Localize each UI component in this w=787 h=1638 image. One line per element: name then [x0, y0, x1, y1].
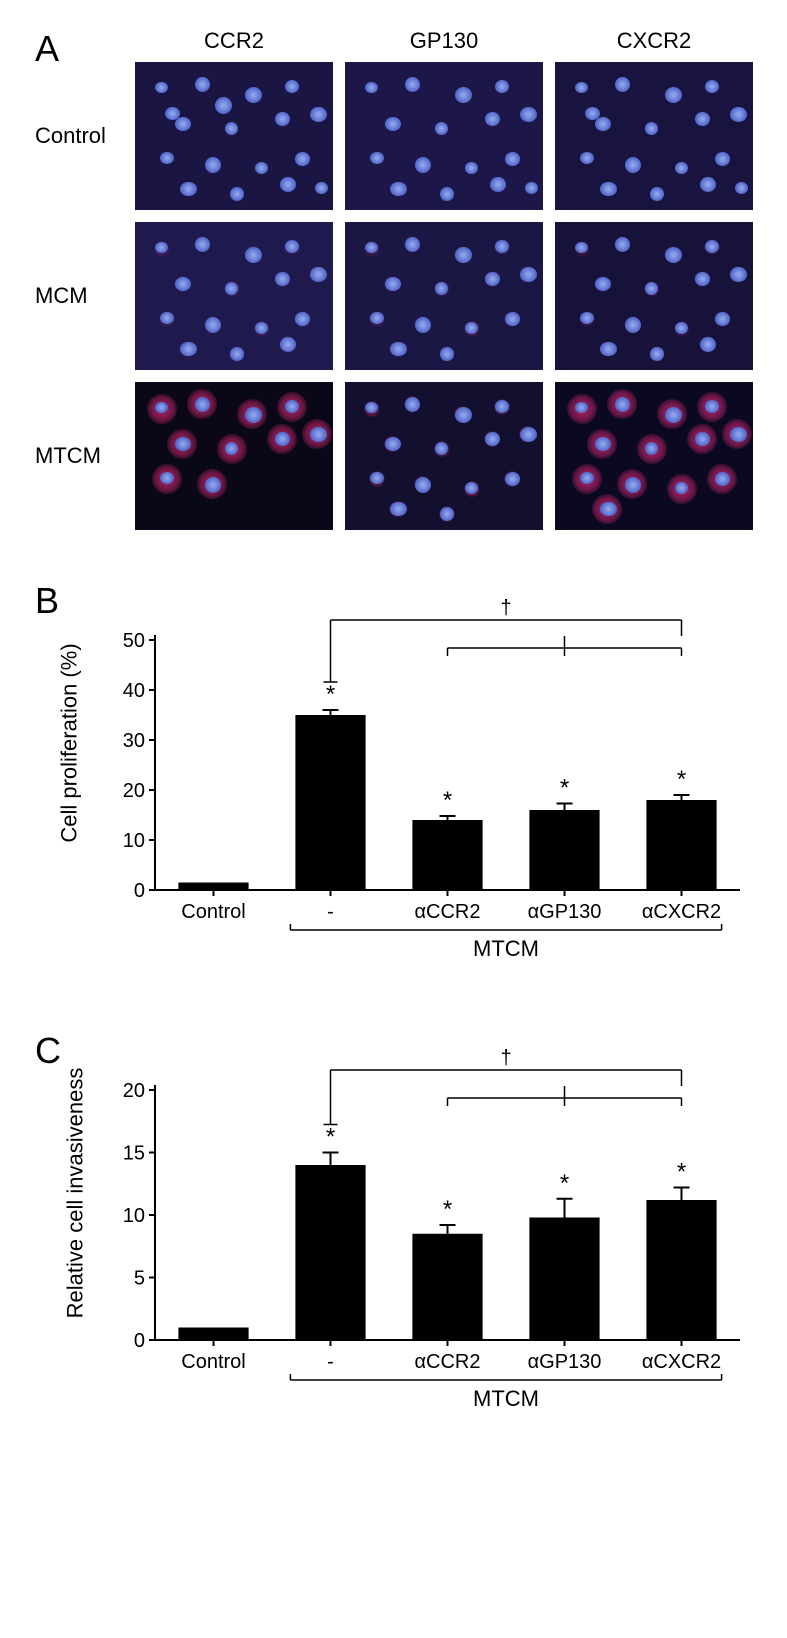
micrograph-image — [345, 382, 543, 530]
panel-b: B Cell proliferation (%) 0 10 20 30 40 50 Cont… — [20, 580, 767, 980]
panel-c-label: C — [35, 1030, 61, 1072]
panel-a: A CCR2 GP130 CXCR2 ControlMCMMTCM — [20, 28, 767, 530]
y-tick-label: 10 — [123, 830, 145, 852]
panel-b-label: B — [35, 580, 59, 622]
significance-star: * — [677, 766, 686, 793]
significance-star: * — [560, 1170, 569, 1197]
bar — [178, 883, 248, 891]
y-tick-label: 50 — [123, 630, 145, 652]
bar — [412, 1234, 482, 1340]
y-axis-label: Cell proliferation (%) — [57, 643, 83, 842]
significance-star: * — [326, 681, 335, 708]
x-tick-label: αCXCR2 — [642, 901, 721, 923]
x-tick-label: - — [327, 901, 334, 923]
micrograph-grid: CCR2 GP130 CXCR2 ControlMCMMTCM — [135, 28, 767, 530]
row-label: MTCM — [35, 443, 135, 469]
bar — [529, 810, 599, 890]
bar — [646, 1200, 716, 1340]
bar — [412, 820, 482, 890]
chart-c: 0 5 10 15 20 Control - * αCCR2 * αGP130 * αCXCR2 * MTC… — [100, 1030, 760, 1430]
col-header: CXCR2 — [555, 28, 753, 54]
bar — [646, 800, 716, 890]
y-tick-label: 20 — [123, 780, 145, 802]
bar — [529, 1218, 599, 1341]
x-tick-label: αCCR2 — [414, 1351, 480, 1373]
col-header: CCR2 — [135, 28, 333, 54]
x-tick-label: αCXCR2 — [642, 1351, 721, 1373]
y-tick-label: 10 — [123, 1205, 145, 1227]
significance-star: * — [560, 775, 569, 802]
x-tick-label: - — [327, 1351, 334, 1373]
significance-dagger: † — [500, 597, 511, 619]
y-tick-label: 30 — [123, 730, 145, 752]
significance-dagger: † — [500, 1047, 511, 1069]
significance-star: * — [677, 1159, 686, 1186]
row-label: MCM — [35, 283, 135, 309]
panel-a-label: A — [35, 28, 59, 70]
micrograph-image — [555, 222, 753, 370]
y-tick-label: 40 — [123, 680, 145, 702]
y-axis-label: Relative cell invasiveness — [62, 1068, 88, 1319]
significance-star: * — [443, 787, 452, 814]
micrograph-image — [135, 382, 333, 530]
y-tick-label: 5 — [134, 1268, 145, 1290]
y-tick-label: 15 — [123, 1143, 145, 1165]
micrograph-row: MTCM — [135, 382, 767, 530]
x-tick-label: αCCR2 — [414, 901, 480, 923]
x-tick-label: Control — [181, 1351, 245, 1373]
row-label: Control — [35, 123, 135, 149]
col-header: GP130 — [345, 28, 543, 54]
chart-c-wrap: Relative cell invasiveness 05101520Contr… — [100, 1030, 767, 1430]
x-tick-label: αGP130 — [528, 1351, 602, 1373]
x-tick-label: Control — [181, 901, 245, 923]
group-label: MTCM — [473, 936, 539, 961]
micrograph-image — [135, 222, 333, 370]
chart-b: 0 10 20 30 40 50 Control - * αCCR2 * αGP130 * αCXCR2 *… — [100, 580, 760, 980]
micrograph-image — [135, 62, 333, 210]
panel-c: C Relative cell invasiveness 0 5 10 15 20 Con… — [20, 1030, 767, 1430]
bar — [178, 1328, 248, 1341]
micrograph-image — [345, 62, 543, 210]
micrograph-image — [555, 382, 753, 530]
significance-star: * — [326, 1124, 335, 1151]
x-tick-label: αGP130 — [528, 901, 602, 923]
micrograph-row: MCM — [135, 222, 767, 370]
y-tick-label: 20 — [123, 1080, 145, 1102]
y-tick-label: 0 — [134, 880, 145, 902]
chart-b-wrap: Cell proliferation (%) 01020304050Contro… — [100, 580, 767, 980]
y-tick-label: 0 — [134, 1330, 145, 1352]
micrograph-image — [345, 222, 543, 370]
micrograph-row: Control — [135, 62, 767, 210]
group-label: MTCM — [473, 1386, 539, 1411]
significance-star: * — [443, 1196, 452, 1223]
column-headers: CCR2 GP130 CXCR2 — [135, 28, 767, 54]
bar — [295, 715, 365, 890]
micrograph-image — [555, 62, 753, 210]
bar — [295, 1165, 365, 1340]
